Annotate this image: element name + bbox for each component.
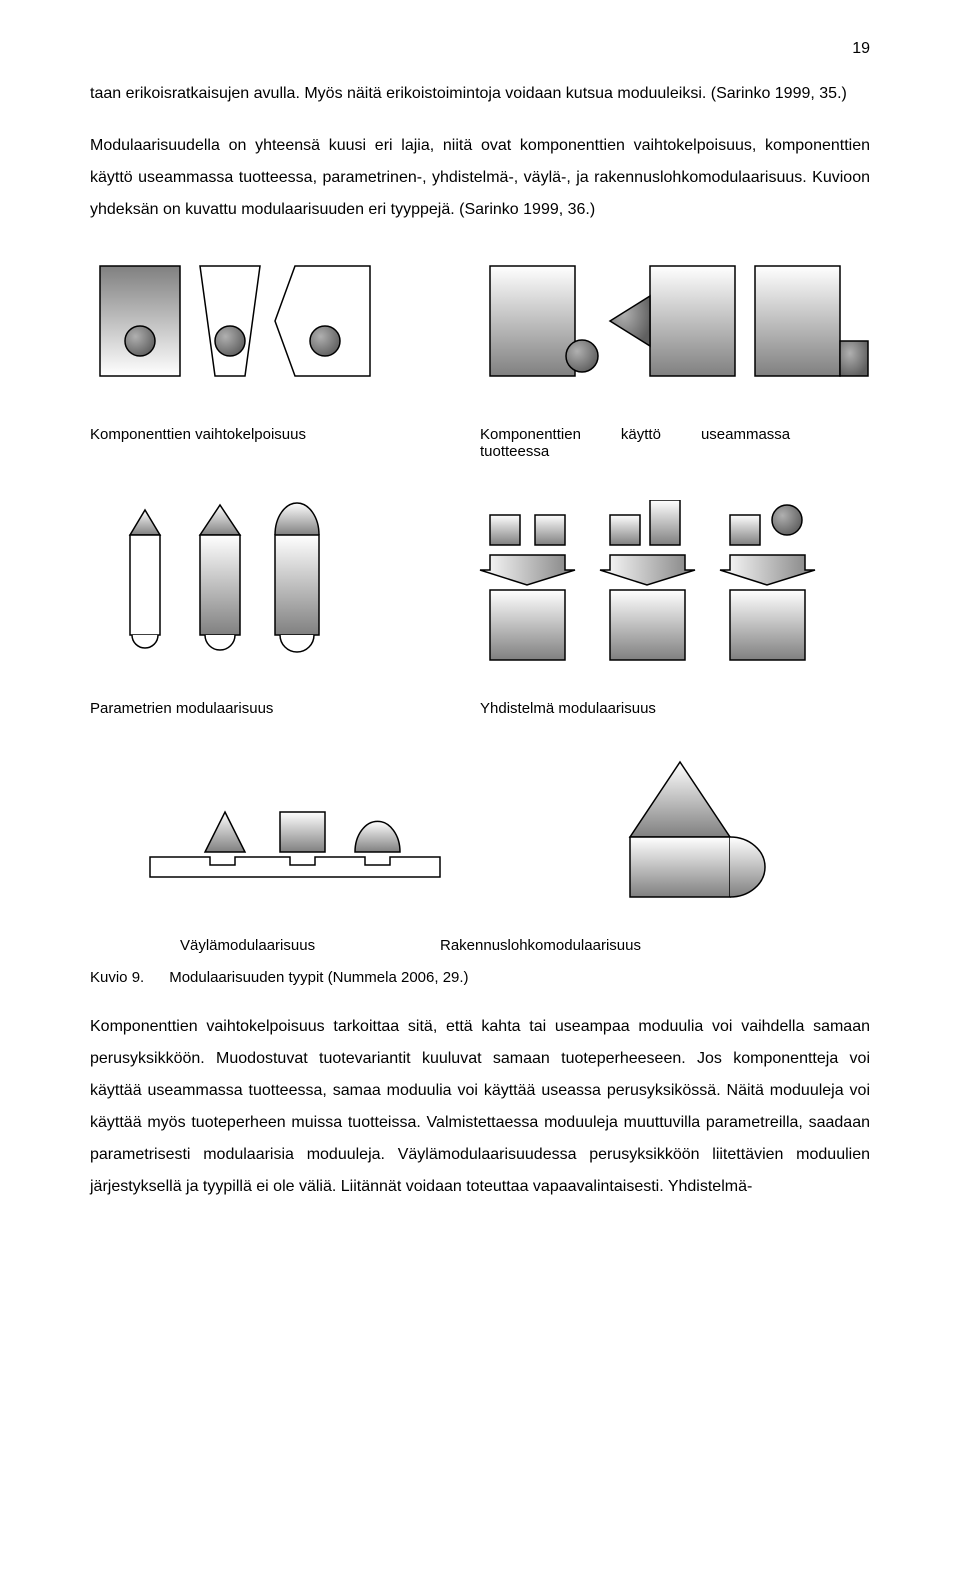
svg-row1 bbox=[90, 256, 870, 396]
caption-2-left: Parametrien modulaarisuus bbox=[90, 700, 480, 717]
figure-label: Kuvio 9. bbox=[90, 969, 144, 986]
figure-caption-line: Kuvio 9. Modulaarisuuden tyypit (Nummela… bbox=[90, 969, 870, 986]
caption-row-2: Parametrien modulaarisuus Yhdistelmä mod… bbox=[90, 700, 870, 717]
diagram-row-1 bbox=[90, 256, 870, 396]
caption-row-3: Väylämodulaarisuus Rakennuslohkomodulaar… bbox=[90, 937, 870, 954]
diagram-row-3 bbox=[90, 757, 870, 907]
caption-1-right-line2: tuotteessa bbox=[480, 443, 870, 460]
caption-1-left: Komponenttien vaihtokelpoisuus bbox=[90, 426, 480, 460]
svg-row2 bbox=[90, 500, 870, 670]
caption-1-right-c: useammassa bbox=[701, 426, 790, 443]
caption-row-1: Komponenttien vaihtokelpoisuus Komponent… bbox=[90, 426, 870, 460]
figure-caption: Modulaarisuuden tyypit (Nummela 2006, 29… bbox=[169, 969, 468, 986]
paragraph-3: Komponenttien vaihtokelpoisuus tarkoitta… bbox=[90, 1011, 870, 1203]
paragraph-1: taan erikoisratkaisujen avulla. Myös näi… bbox=[90, 78, 870, 110]
caption-1-right-a: Komponenttien bbox=[480, 426, 581, 443]
svg-row3 bbox=[90, 757, 870, 907]
caption-1-right-b: käyttö bbox=[621, 426, 661, 443]
caption-3-left: Väylämodulaarisuus bbox=[180, 937, 440, 954]
caption-3-right: Rakennuslohkomodulaarisuus bbox=[440, 937, 641, 954]
page-number: 19 bbox=[90, 40, 870, 58]
paragraph-2: Modulaarisuudella on yhteensä kuusi eri … bbox=[90, 130, 870, 226]
caption-2-right: Yhdistelmä modulaarisuus bbox=[480, 700, 870, 717]
diagram-row-2 bbox=[90, 500, 870, 670]
